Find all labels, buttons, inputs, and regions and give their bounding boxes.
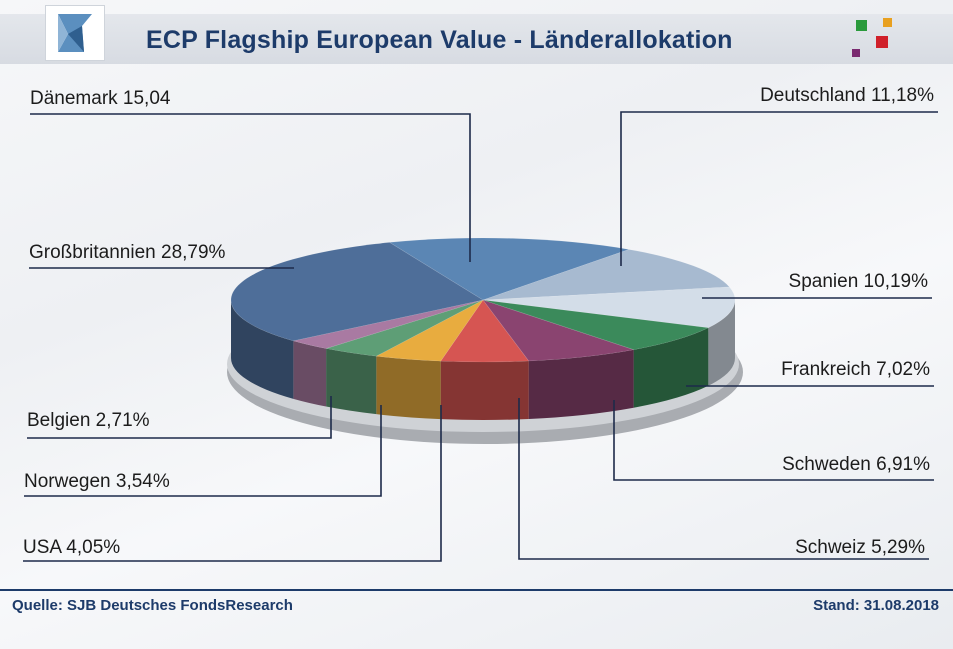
pie-slice-norwegen <box>326 299 484 357</box>
pie-side-usa <box>376 356 441 420</box>
pie-slice-dänemark <box>388 237 631 301</box>
slice-label-großbritannien: Großbritannien 28,79% <box>29 242 226 263</box>
slice-label-schweden: Schweden 6,91% <box>782 454 930 475</box>
header-band <box>0 14 953 64</box>
pie-slice-schweden <box>482 299 634 362</box>
footer-date: Stand: 31.08.2018 <box>813 597 939 614</box>
pie-slice-frankreich <box>482 299 710 351</box>
slice-label-norwegen: Norwegen 3,54% <box>24 471 170 492</box>
pie-side-großbritannien <box>231 300 294 399</box>
pie-slice-großbritannien <box>230 242 484 342</box>
pie-side-norwegen <box>326 348 377 415</box>
leader-line <box>613 400 934 481</box>
slice-label-dänemark: Dänemark 15,04 <box>30 88 171 109</box>
slice-label-belgien: Belgien 2,71% <box>27 410 150 431</box>
pie-slice-spanien <box>482 286 736 329</box>
leader-line <box>27 396 332 439</box>
slice-labels: Dänemark 15,04 Deutschland 11,18% Spanien … <box>23 85 938 562</box>
pie-side-frankreich <box>633 327 709 408</box>
brand-squares-logo <box>852 18 892 57</box>
leader-line <box>620 111 938 266</box>
pie-side-schweden <box>528 349 634 419</box>
leader-line <box>24 405 382 497</box>
pie-side-schweiz <box>440 360 529 420</box>
pie-slice-schweiz <box>440 299 530 363</box>
leader-line <box>23 405 442 562</box>
pie-slice-deutschland <box>482 249 731 301</box>
slice-label-spanien: Spanien 10,19% <box>789 271 929 292</box>
footer-divider <box>0 589 953 591</box>
slice-label-schweiz: Schweiz 5,29% <box>795 537 925 558</box>
leader-line <box>518 398 929 560</box>
page-title: ECP Flagship European Value - Länderallo… <box>146 26 733 54</box>
pie-side-belgien <box>293 340 327 407</box>
slice-label-deutschland: Deutschland 11,18% <box>760 85 934 106</box>
pie-side-spanien <box>708 300 735 386</box>
pie-top <box>230 237 736 363</box>
slice-label-frankreich: Frankreich 7,02% <box>781 359 930 380</box>
pie-side-walls <box>231 300 735 420</box>
pie-slice-usa <box>375 299 484 362</box>
footer-source: Quelle: SJB Deutsches FondsResearch <box>12 597 293 614</box>
pie-slice-belgien <box>293 299 484 349</box>
slice-label-usa: USA 4,05% <box>23 537 120 558</box>
company-logo <box>46 6 104 60</box>
leader-line <box>30 113 471 262</box>
